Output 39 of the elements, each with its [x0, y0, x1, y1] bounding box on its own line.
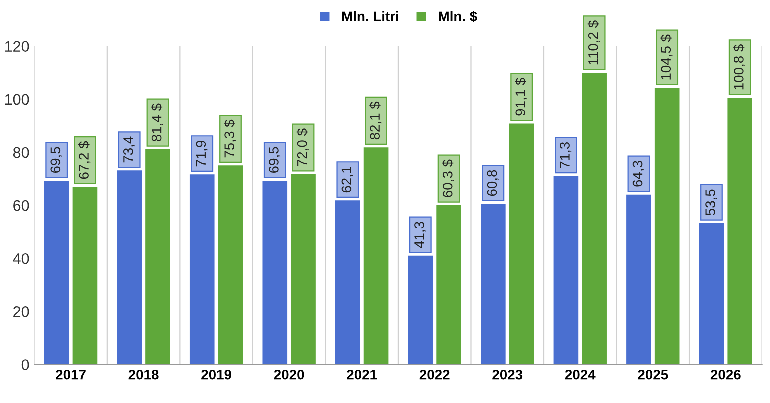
data-label: 110,2 $ [588, 20, 600, 65]
y-tick-label: 0 [22, 360, 30, 370]
data-label: 41,3 [414, 222, 426, 248]
x-tick-label: 2021 [347, 370, 378, 380]
data-label: 62,1 [342, 166, 354, 193]
data-label: 64,3 [632, 161, 644, 187]
x-tick-label: 2018 [128, 370, 159, 380]
y-tick-label: 20 [14, 306, 30, 318]
x-tick-label: 2017 [56, 370, 86, 380]
x-tick-label: 2019 [202, 370, 232, 380]
data-label: 69,5 [269, 147, 281, 173]
data-label: 81,4 $ [151, 104, 164, 142]
x-tick-label: 2024 [565, 370, 596, 380]
y-tick-label: 60 [14, 200, 30, 212]
data-label: 100,8 $ [733, 44, 746, 90]
data-label: 82,1 $ [370, 102, 382, 140]
data-label: 71,3 [560, 142, 572, 168]
data-label: 72,0 $ [296, 128, 309, 166]
data-label: 53,5 [706, 190, 718, 216]
y-tick-label: 80 [13, 147, 30, 158]
legend-label: Mln. $ [439, 11, 478, 22]
x-tick-label: 2026 [710, 370, 741, 380]
data-label: 71,9 [196, 140, 208, 167]
data-label: 73,4 [124, 136, 135, 163]
y-tick-label: 120 [5, 41, 30, 52]
data-label: 91,1 $ [515, 78, 528, 116]
x-tick-label: 2025 [638, 370, 668, 380]
y-tick-label: 100 [5, 94, 30, 106]
data-label: 67,2 $ [78, 141, 91, 180]
x-tick-label: 2020 [274, 370, 304, 380]
x-tick-label: 2022 [420, 370, 450, 380]
data-label: 104,5 $ [660, 34, 673, 80]
data-label: 60,8 [487, 170, 499, 196]
data-label: 69,5 [50, 147, 62, 173]
data-label: 75,3 $ [224, 120, 236, 158]
y-tick-label: 40 [13, 253, 30, 264]
legend-label: Mln. Litri [342, 11, 398, 22]
data-label: 60,3 $ [442, 160, 454, 198]
x-tick-label: 2023 [492, 370, 523, 380]
